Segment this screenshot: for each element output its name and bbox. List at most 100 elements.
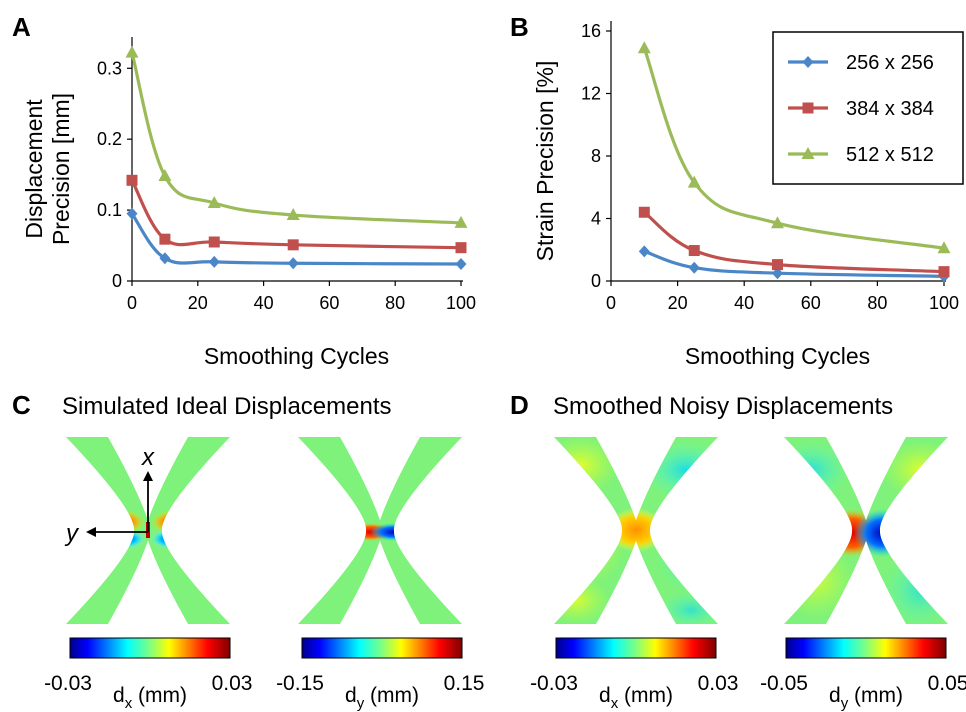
x-tick-label: 100: [929, 293, 959, 313]
data-point: [208, 236, 220, 248]
x-tick-label: 40: [734, 293, 754, 313]
heatmap-blob: [554, 575, 611, 624]
x-tick-label: 80: [385, 293, 405, 313]
heatmap-blob: [881, 440, 948, 500]
heatmap-blob: [881, 550, 948, 624]
legend-label: 512 x 512: [846, 144, 934, 166]
data-point: [455, 242, 467, 254]
series-line: [643, 249, 945, 278]
heatmap-blob: [784, 440, 851, 500]
panel-letter-c: C: [12, 390, 31, 420]
heatmap-blob: [656, 590, 718, 624]
colorbar-max-label: 0.03: [698, 672, 739, 695]
data-point: [638, 206, 650, 218]
colorbar-max-label: 0.15: [444, 672, 485, 695]
heatmap-d-dx: [554, 437, 718, 624]
data-point: [937, 241, 951, 254]
heatmap-field: [298, 437, 462, 624]
series-line: [130, 179, 462, 250]
x-axis-glyph-label: x: [141, 444, 155, 471]
heatmap-c-dy: [298, 437, 462, 624]
panel-letter-a: A: [12, 12, 31, 42]
heatmap-blob: [784, 540, 856, 620]
x-axis-label: Smoothing Cycles: [204, 343, 389, 369]
panel-letter-b: B: [510, 12, 529, 42]
y-tick-label: 0: [591, 271, 601, 291]
series-line: [643, 210, 945, 274]
heatmap-d-dy: [784, 437, 948, 624]
data-point: [287, 239, 299, 251]
data-point: [287, 257, 299, 270]
colorbar-min-label: -0.05: [760, 672, 808, 695]
data-point: [688, 245, 700, 257]
colorbar: [301, 637, 463, 659]
x-tick-label: 20: [668, 293, 688, 313]
colorbar: [69, 637, 231, 659]
heatmap-blob: [656, 525, 718, 595]
panel-c-title: Simulated Ideal Displacements: [62, 393, 392, 420]
x-tick-label: 60: [319, 293, 339, 313]
data-point: [938, 266, 950, 278]
chart-b: 0 20 40 60 80 100 0 4 8 12 16 Smoothing Cycles Strai…: [532, 21, 959, 369]
heatmap-blob: [151, 510, 195, 534]
data-point: [159, 233, 171, 245]
legend-marker: [802, 102, 814, 114]
legend-marker: [801, 147, 815, 159]
data-point: [688, 261, 700, 274]
data-point: [207, 196, 221, 208]
y-tick-label: 8: [591, 146, 601, 166]
arrow-head: [86, 527, 96, 537]
data-point: [158, 169, 172, 182]
chart-a: 0 20 40 60 80 100 0 0.1 0.2 0.3 Smoothing Cycles Di…: [21, 37, 476, 369]
x-tick-label: 20: [188, 293, 208, 313]
colorbar-max-label: 0.03: [212, 672, 253, 695]
x-tick-label: 40: [254, 293, 274, 313]
data-point: [125, 45, 139, 58]
y-tick-label: 0.3: [97, 58, 122, 78]
y-axis-label: Precision [mm]: [48, 93, 74, 245]
colorbars: -0.03 0.03 dx (mm) -0.15 0.15 dy (mm) -0.03 0.0…: [44, 637, 966, 712]
data-point: [208, 255, 220, 268]
y-axis-label: Strain Precision [%]: [532, 61, 558, 262]
y-tick-label: 16: [581, 21, 601, 41]
heatmap-c-dx: xy: [64, 437, 230, 624]
colorbar: [555, 637, 717, 659]
data-point: [286, 208, 300, 221]
colorbar-label: dy (mm): [829, 684, 903, 712]
panel-d-title: Smoothed Noisy Displacements: [553, 393, 893, 420]
heatmap-blob: [150, 529, 190, 549]
colorbar-min-label: -0.03: [530, 672, 578, 695]
data-point: [126, 174, 138, 186]
x-tick-label: 100: [446, 293, 476, 313]
colorbar-min-label: -0.15: [276, 672, 324, 695]
heatmap-field: [554, 437, 718, 624]
legend-marker: [802, 56, 814, 68]
heatmap-blob: [554, 437, 621, 495]
series-line: [130, 212, 462, 266]
colorbar-max-label: 0.05: [928, 672, 966, 695]
series-line: [130, 52, 462, 225]
data-point: [637, 41, 651, 54]
y-tick-label: 4: [591, 209, 601, 229]
panel-letter-d: D: [510, 390, 529, 420]
data-point: [772, 267, 783, 280]
heatmap-blob: [556, 505, 626, 585]
y-tick-label: 0.2: [97, 129, 122, 149]
data-point: [687, 175, 701, 188]
data-point: [159, 252, 171, 265]
legend-label: 256 x 256: [846, 52, 934, 74]
x-axis-label: Smoothing Cycles: [685, 343, 870, 369]
data-point: [638, 245, 650, 258]
heatmap-blob: [370, 523, 418, 541]
colorbar-label: dx (mm): [599, 684, 673, 712]
y-axis-glyph-label: y: [64, 520, 80, 547]
y-tick-label: 0.1: [97, 200, 122, 220]
heatmap-blob: [606, 508, 666, 552]
x-tick-label: 80: [867, 293, 887, 313]
x-tick-label: 0: [127, 293, 137, 313]
colorbar: [785, 637, 947, 659]
heatmap-blob: [854, 509, 910, 557]
data-point: [771, 216, 784, 229]
x-tick-label: 60: [801, 293, 821, 313]
colorbar-min-label: -0.03: [44, 672, 92, 695]
